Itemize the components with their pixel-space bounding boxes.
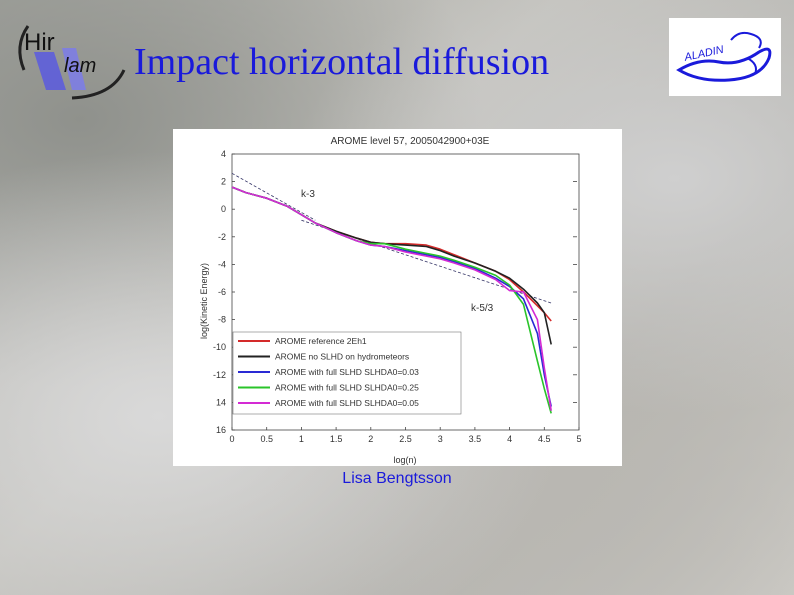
svg-text:Hir: Hir [24, 29, 55, 56]
x-axis-label: log(n) [393, 455, 416, 465]
x-tick-label: 4 [507, 434, 512, 444]
ref-label-k53: k-5/3 [471, 303, 494, 314]
hirlam-logo: Hir lam [18, 25, 126, 100]
legend-box [232, 331, 462, 415]
legend-entry: AROME reference 2Eh1 [275, 336, 367, 346]
y-tick-label: 2 [221, 177, 226, 187]
x-tick-label: 4.5 [538, 434, 551, 444]
series-line-5 [231, 186, 552, 411]
series-line-1 [231, 186, 552, 322]
svg-text:lam: lam [64, 55, 96, 77]
series-line-2 [231, 186, 552, 345]
y-tick-label: -12 [213, 370, 226, 380]
reference-line-1 [231, 172, 316, 221]
ref-label-k3: k-3 [301, 189, 315, 200]
chart-title: AROME level 57, 2005042900+03E [331, 136, 490, 147]
x-tick-label: 3.5 [469, 434, 482, 444]
legend-entry: AROME with full SLHD SLHDA0=0.25 [275, 383, 419, 393]
reference-line-2 [301, 219, 552, 304]
x-tick-label: 2 [368, 434, 373, 444]
author-name: Lisa Bengtsson [342, 470, 452, 487]
y-tick-label: -2 [218, 232, 226, 242]
x-tick-label: 1 [299, 434, 304, 444]
slide-title: Impact horizontal diffusion [134, 41, 550, 83]
x-tick-label: 3 [438, 434, 443, 444]
y-tick-label: -6 [218, 287, 226, 297]
legend-entry: AROME with full SLHD SLHDA0=0.05 [275, 398, 419, 408]
x-tick-label: 1.5 [330, 434, 343, 444]
x-tick-label: 0 [229, 434, 234, 444]
aladin-logo: ALADIN [669, 18, 781, 96]
legend-entry: AROME with full SLHD SLHDA0=0.03 [275, 367, 419, 377]
chart-legend: AROME reference 2Eh1 AROME no SLHD on hyd… [232, 331, 462, 415]
y-tick-label: 4 [221, 149, 226, 159]
y-tick-label: 14 [216, 397, 226, 407]
legend-entry: AROME no SLHD on hydrometeors [275, 352, 409, 362]
y-tick-label: 16 [216, 425, 226, 435]
y-tick-label: -8 [218, 315, 226, 325]
y-tick-label: -10 [213, 342, 226, 352]
x-tick-label: 0.5 [260, 434, 273, 444]
aladin-lamp-icon: ALADIN [676, 31, 772, 82]
y-tick-label: 0 [221, 204, 226, 214]
chart-panel: AROME level 57, 2005042900+03E log(n) lo… [173, 129, 622, 466]
y-axis-label: log(Kinetic Energy) [199, 263, 209, 339]
x-tick-label: 5 [576, 434, 581, 444]
x-tick-label: 2.5 [399, 434, 412, 444]
energy-spectrum-chart: AROME level 57, 2005042900+03E log(n) lo… [199, 136, 582, 465]
y-tick-label: -4 [218, 259, 226, 269]
